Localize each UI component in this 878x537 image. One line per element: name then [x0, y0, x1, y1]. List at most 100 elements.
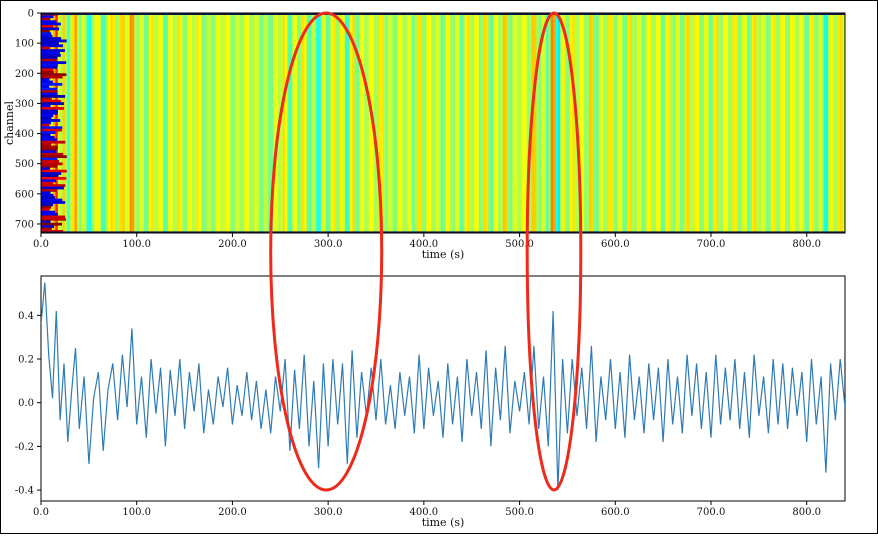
heatmap-column: [450, 13, 453, 233]
heatmap-column: [356, 13, 360, 233]
heatmap-column: [98, 13, 102, 233]
heatmap-column: [127, 13, 130, 233]
heatmap-column: [112, 13, 116, 233]
heatmap-column: [761, 13, 765, 233]
heatmap-column: [175, 13, 178, 233]
heatmap-column: [191, 13, 195, 233]
heatmap-column: [323, 13, 327, 233]
heatmap-column: [289, 13, 293, 233]
heatmap-column: [823, 13, 827, 233]
heatmap-column: [770, 13, 774, 233]
line-x-tick-label: 800.0: [792, 507, 821, 518]
heatmap-noise-band: [41, 111, 58, 115]
heatmap-column: [311, 13, 315, 233]
heatmap-column: [818, 13, 822, 233]
heatmap-column: [287, 13, 291, 233]
heatmap-column: [196, 13, 200, 233]
heatmap-column: [177, 13, 181, 233]
heatmap-column: [644, 13, 647, 233]
heatmap-column: [139, 13, 142, 233]
heatmap-column: [600, 13, 604, 233]
heatmap-column: [548, 13, 552, 233]
heatmap-column: [337, 13, 341, 233]
heatmap-column: [581, 13, 585, 233]
heatmap-noise-band: [41, 172, 62, 175]
heatmap-column: [246, 13, 250, 233]
heatmap-column: [531, 13, 535, 233]
heatmap-column: [263, 13, 267, 233]
heatmap-column: [332, 13, 336, 233]
heatmap-column: [433, 13, 437, 233]
heatmap-column: [833, 13, 836, 233]
heatmap-noise-band: [41, 203, 53, 207]
heatmap-column: [722, 13, 726, 233]
heatmap-column: [320, 13, 324, 233]
heatmap-column: [64, 13, 68, 233]
heatmap-column: [189, 13, 193, 233]
line-y-tick-label: -0.4: [15, 486, 34, 497]
heatmap-column: [536, 13, 540, 233]
heatmap-noise-band: [41, 78, 50, 81]
heatmap-column: [230, 13, 233, 233]
heatmap-column: [584, 13, 587, 233]
heatmap-column: [347, 13, 351, 233]
heatmap-x-tick-label: 600.0: [601, 239, 630, 250]
heatmap-noise-band: [41, 220, 51, 224]
heatmap-column: [84, 13, 87, 233]
heatmap-noise-band: [41, 51, 60, 55]
heatmap-column: [55, 13, 59, 233]
heatmap-noise-band: [41, 167, 50, 171]
heatmap-column: [387, 13, 391, 233]
heatmap-column: [330, 13, 334, 233]
heatmap-column: [569, 13, 573, 233]
heatmap-column: [57, 13, 61, 233]
heatmap-column: [801, 13, 805, 233]
heatmap-column: [672, 13, 676, 233]
line-chart-xlabel: time (s): [422, 516, 465, 529]
heatmap-column: [828, 13, 832, 233]
heatmap-column: [428, 13, 432, 233]
heatmap-column: [557, 13, 561, 233]
heatmap-noise-band: [41, 20, 57, 24]
heatmap-column: [620, 13, 623, 233]
heatmap-noise-band: [41, 208, 50, 212]
heatmap-column: [533, 13, 537, 233]
line-chart-frame: [40, 275, 846, 502]
heatmap-column: [799, 13, 803, 233]
heatmap-column: [237, 13, 240, 233]
heatmap-column: [577, 13, 580, 233]
heatmap-column: [352, 13, 355, 233]
heatmap-column: [232, 13, 236, 233]
line-y-tick-label: 0.2: [18, 355, 34, 366]
heatmap-column: [687, 13, 690, 233]
heatmap-column: [328, 13, 331, 233]
annotations: [269, 11, 583, 492]
heatmap-x-tick-label: 400.0: [410, 239, 439, 250]
heatmap-column: [143, 13, 147, 233]
heatmap-column: [486, 13, 489, 233]
heatmap-column: [483, 13, 487, 233]
heatmap-column: [361, 13, 365, 233]
heatmap-y-tick-label: 600: [15, 189, 34, 200]
heatmap-column: [744, 13, 748, 233]
heatmap-edge-band: [41, 231, 845, 233]
heatmap-column: [694, 13, 698, 233]
heatmap-column: [804, 13, 808, 233]
heatmap-column: [155, 13, 159, 233]
heatmap-column: [213, 13, 217, 233]
line-chart-y-ticks: -0.4 -0.2 0.0 0.2 0.4: [15, 311, 41, 497]
heatmap-noise-band: [41, 186, 64, 190]
heatmap-noise-band: [41, 46, 51, 50]
heatmap-column: [821, 13, 824, 233]
heatmap-column: [773, 13, 776, 233]
heatmap-column: [591, 13, 595, 233]
heatmap-column: [378, 13, 382, 233]
heatmap-column: [131, 13, 135, 233]
heatmap-column: [493, 13, 497, 233]
heatmap-column: [749, 13, 753, 233]
heatmap-noise-band: [41, 229, 64, 233]
heatmap-column: [648, 13, 652, 233]
heatmap-noise-band: [41, 131, 56, 134]
heatmap-column: [105, 13, 109, 233]
